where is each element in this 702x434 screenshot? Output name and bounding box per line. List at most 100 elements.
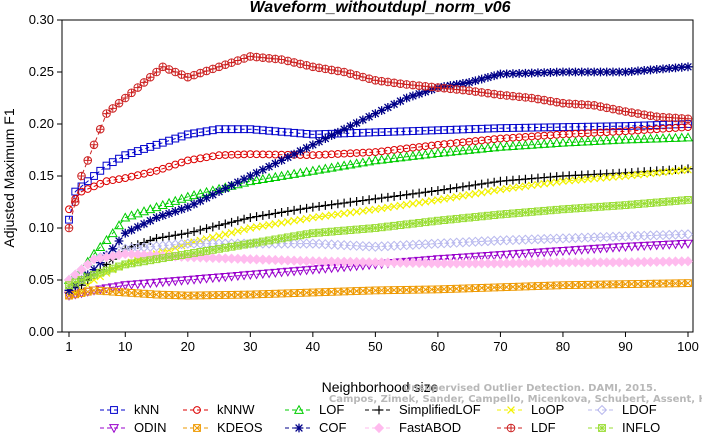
data-point [546,281,555,290]
data-point [227,290,236,299]
data-point [127,225,136,235]
data-point [482,251,493,262]
x-tick-label: 100 [677,339,699,354]
data-point [176,193,187,203]
data-point [477,74,487,84]
data-point [640,199,649,208]
data-point [371,286,380,295]
data-point [240,240,248,249]
data-point [539,248,550,258]
series-knn [65,120,692,224]
data-point [189,275,200,285]
x-tick-label: 60 [431,339,445,354]
data-point [646,169,655,178]
data-point [183,72,193,82]
data-point [71,290,80,299]
data-point [627,67,637,76]
data-point [427,217,436,226]
data-point [389,99,399,109]
data-point [133,222,143,232]
data-point [533,68,543,78]
data-point [346,226,355,234]
data-point [402,220,411,229]
data-point [140,257,148,266]
data-point [177,251,186,259]
data-point [602,67,612,77]
data-point [309,213,317,222]
data-point [621,122,630,130]
data-point [682,132,693,142]
data-point [589,67,599,77]
data-point [83,156,93,165]
data-point [640,126,649,134]
data-point [171,134,180,143]
data-point [208,233,217,242]
data-point [214,273,225,283]
data-point [321,150,330,159]
data-point [484,283,492,292]
data-point [290,128,298,137]
x-tick-label: 90 [618,339,632,354]
data-point [90,172,98,180]
data-point [559,177,567,186]
data-point [221,125,230,134]
data-point [446,215,455,224]
data-point [95,285,106,295]
legend-label: LDOF [622,402,657,417]
data-point [652,279,661,288]
data-point [165,291,173,299]
data-point [333,287,342,296]
legend-marker [507,406,515,414]
data-point [258,150,267,159]
data-point [477,284,486,292]
data-point [414,188,424,198]
data-point [495,251,506,261]
data-point [358,115,368,125]
data-point [640,121,649,130]
data-point [327,211,336,219]
data-point [246,290,255,299]
data-point [564,246,575,256]
data-point [321,288,330,296]
data-point [145,204,156,214]
data-point [283,233,292,242]
data-point [483,73,493,82]
data-point [471,87,480,96]
data-point [557,137,568,147]
data-point [102,287,111,296]
data-point [439,185,449,195]
data-point [196,128,205,137]
data-point [596,174,605,182]
legend-marker [294,423,304,433]
x-tick-label: 50 [368,339,382,354]
data-point [271,150,280,159]
data-point [470,144,481,154]
data-point [90,286,98,295]
data-point [459,284,467,293]
data-point [452,192,461,201]
legend-item-kdeos: KDEOS [183,420,263,434]
data-point [477,188,486,197]
legend-marker [193,424,201,432]
series-odin [63,239,693,301]
x-tick-label: 30 [243,339,257,354]
data-point [546,206,555,215]
data-point [370,109,380,118]
data-point [314,137,324,147]
data-point [582,136,594,146]
data-point [158,232,168,242]
data-point [233,241,242,250]
data-point [614,243,625,253]
data-point [440,126,449,134]
legend: kNN kNNW LOF SimplifiedLOF LoOP LDOF ODIN KDEOS… [100,402,660,434]
data-point [114,236,124,246]
data-point [283,206,293,216]
data-point [146,256,155,265]
data-point [471,76,480,86]
data-point [189,227,199,237]
data-point [415,198,423,207]
data-point [202,291,211,300]
data-point [583,67,593,77]
data-point [476,143,487,153]
series-line [68,169,689,297]
